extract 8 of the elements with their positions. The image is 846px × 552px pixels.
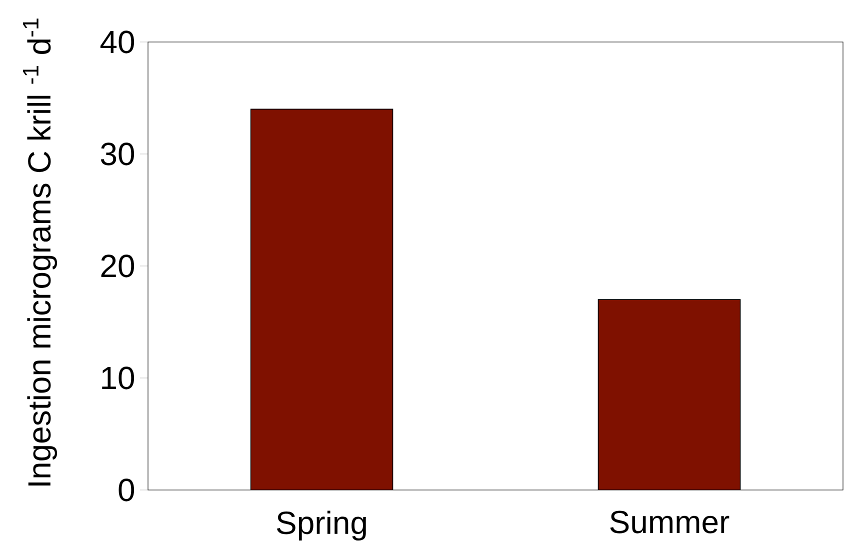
y-tick-label: 40	[100, 30, 134, 54]
x-tick-label: Summer	[610, 510, 730, 534]
y-tick-label: 30	[100, 142, 134, 166]
y-axis-title: Ingestion micrograms C krill $^{-1}$ d$^{-1}$	[22, 18, 58, 486]
y-tick-label: 20	[101, 254, 134, 278]
x-tick-label: Spring	[276, 510, 366, 541]
y-tick-label: 0	[118, 478, 134, 502]
y-tick-label: 10	[102, 366, 134, 390]
